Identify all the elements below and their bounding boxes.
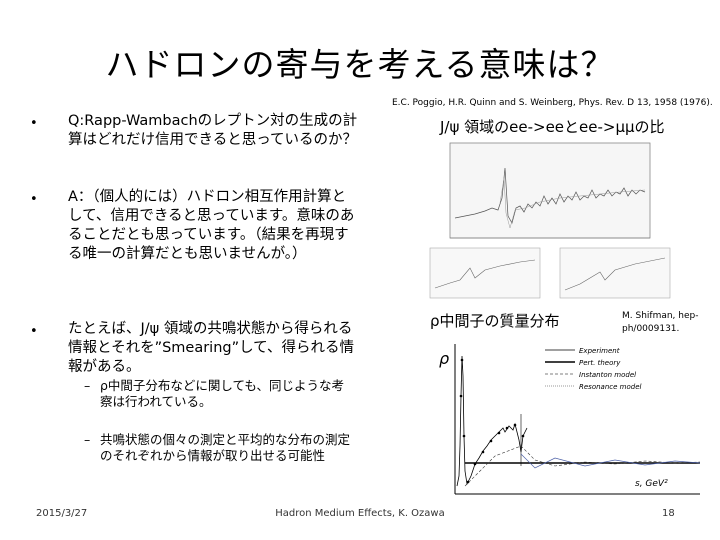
legend-item-1: Experiment bbox=[579, 347, 620, 355]
footer-date: 2015/3/27 bbox=[36, 508, 88, 519]
sub-bullet-marker-2: – bbox=[84, 432, 91, 447]
top-figure-image bbox=[429, 142, 671, 299]
sub-bullet-text-1: ρ中間子分布などに関しても、同じような考察は行われている。 bbox=[100, 378, 345, 409]
bottom-figure-y-label: ρ bbox=[439, 349, 449, 368]
bottom-figure-legend: Experiment Pert. theory Instanton model … bbox=[545, 347, 641, 391]
bottom-figure-image: ρ s, GeV² Experiment Pert. theory Instan… bbox=[435, 336, 705, 504]
legend-item-3: Instanton model bbox=[579, 371, 636, 379]
top-figure-caption: J/ψ 領域のee->eeとee->μμの比 bbox=[440, 118, 665, 136]
bullet-marker-2: • bbox=[30, 192, 38, 207]
bullet-text-3: たとえば、J/ψ 領域の共鳴状態から得られる情報とそれを”Smearing”して… bbox=[68, 321, 354, 375]
legend-item-2: Pert. theory bbox=[579, 359, 621, 367]
footer-center-text: Hadron Medium Effects, K. Ozawa bbox=[275, 508, 445, 519]
slide-title: ハドロンの寄与を考える意味は？ bbox=[105, 45, 615, 84]
footer-page-number: 18 bbox=[662, 508, 675, 519]
bullet-text-1: Q:Rapp-Wambachのレプトン対の生成の計算はどれだけ信用できると思って… bbox=[68, 113, 358, 148]
top-figure-reference: E.C. Poggio, H.R. Quinn and S. Weinberg,… bbox=[392, 98, 713, 108]
bottom-figure-reference: M. Shifman, hep-ph/0009131. bbox=[622, 311, 699, 334]
bullet-marker-1: • bbox=[30, 116, 38, 131]
bottom-figure-caption: ρ中間子の質量分布 bbox=[430, 312, 560, 330]
bullet-marker-3: • bbox=[30, 324, 38, 339]
sub-bullet-marker-1: – bbox=[84, 378, 91, 393]
bottom-figure-x-label: s, GeV² bbox=[635, 479, 668, 489]
bullet-text-2: A：（個人的には）ハドロン相互作用計算として、信用できると思っています。意味のあ… bbox=[68, 189, 355, 262]
sub-bullet-text-2: 共鳴状態の個々の測定と平均的な分布の測定のそれぞれから情報が取り出せる可能性 bbox=[100, 432, 351, 463]
legend-item-4: Resonance model bbox=[579, 383, 641, 391]
